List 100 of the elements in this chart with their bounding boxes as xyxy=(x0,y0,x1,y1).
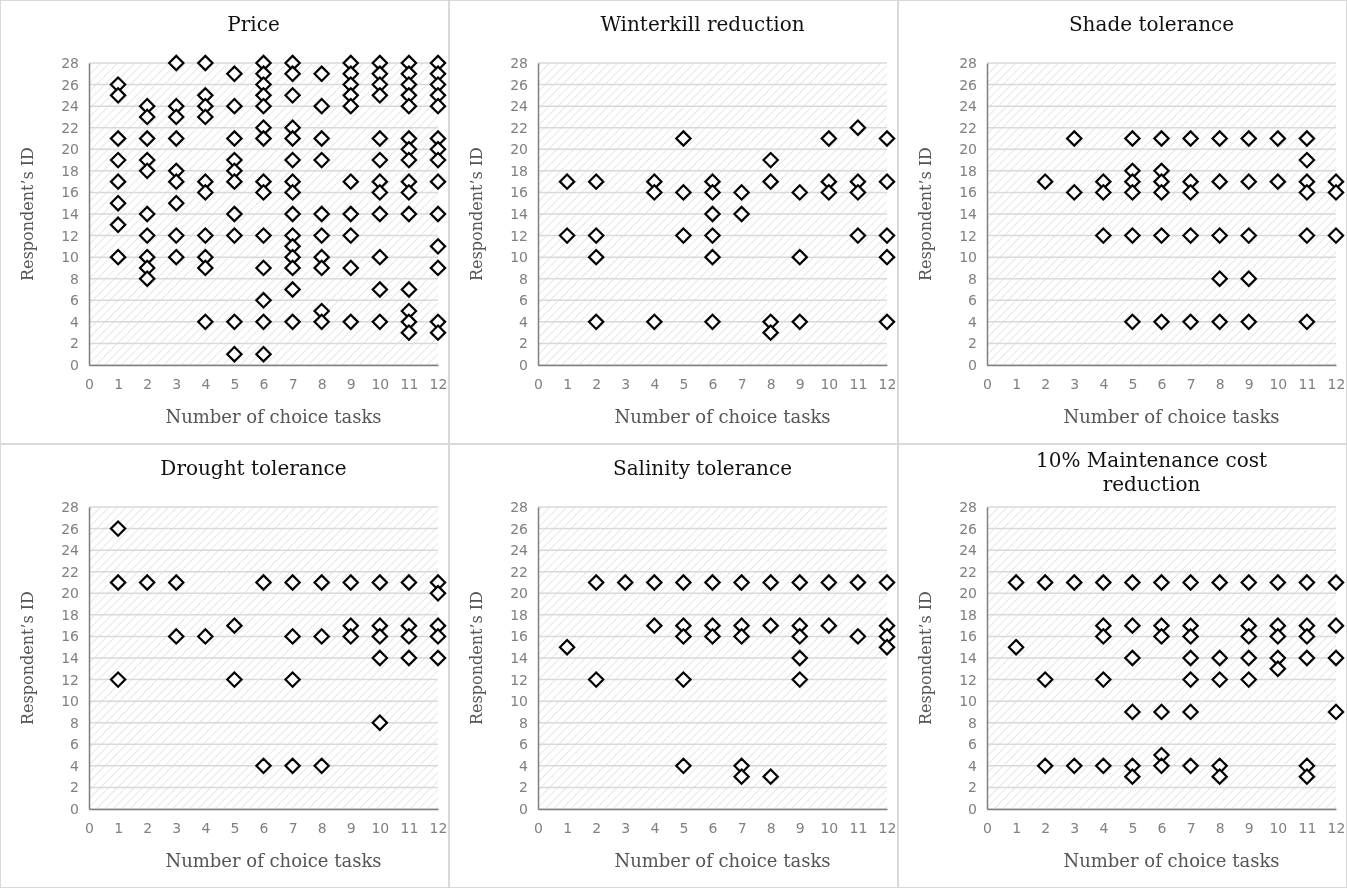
point xyxy=(1298,649,1316,667)
point xyxy=(313,628,330,645)
point xyxy=(1095,757,1112,775)
point xyxy=(704,227,721,244)
point xyxy=(675,757,692,775)
point xyxy=(1124,184,1141,201)
x-tick-label: 3 xyxy=(172,819,182,836)
point xyxy=(849,227,867,244)
point xyxy=(1298,130,1316,147)
point xyxy=(1153,130,1170,147)
point xyxy=(1182,703,1199,721)
point xyxy=(1240,270,1257,287)
point xyxy=(1240,671,1257,688)
y-tick-label: 0 xyxy=(968,356,977,373)
y-tick-label: 26 xyxy=(510,520,529,537)
y-tick-label: 20 xyxy=(61,585,79,602)
point xyxy=(400,649,418,667)
y-tick-label: 24 xyxy=(510,98,529,115)
x-tick-label: 8 xyxy=(317,819,327,836)
x-tick-label: 7 xyxy=(737,819,747,836)
chart-title: Price xyxy=(227,12,280,36)
y-tick-label: 4 xyxy=(519,757,529,774)
point xyxy=(1182,757,1199,775)
x-tick-label: 1 xyxy=(1012,375,1022,392)
point xyxy=(849,119,867,136)
x-tick-label: 10 xyxy=(820,819,839,836)
x-tick-label: 7 xyxy=(288,375,298,392)
point xyxy=(762,768,779,785)
x-tick-label: 10 xyxy=(1269,819,1288,836)
x-tick-label: 2 xyxy=(592,375,602,392)
x-axis-title: Number of choice tasks xyxy=(614,850,831,871)
point xyxy=(675,574,692,591)
chart-title: Winterkill reduction xyxy=(600,12,805,36)
y-axis-title: Respondent’s ID xyxy=(916,147,935,281)
point xyxy=(255,757,272,775)
x-tick-label: 0 xyxy=(85,375,94,392)
point xyxy=(226,671,243,688)
y-tick-label: 16 xyxy=(61,628,80,645)
point xyxy=(1007,638,1025,656)
y-tick-label: 16 xyxy=(959,184,978,201)
point xyxy=(1124,313,1141,331)
y-tick-label: 0 xyxy=(519,800,528,817)
x-tick-label: 6 xyxy=(259,375,269,392)
point xyxy=(820,617,838,634)
y-tick-label: 6 xyxy=(519,292,529,309)
point xyxy=(587,671,605,688)
y-tick-label: 18 xyxy=(510,162,528,179)
point xyxy=(791,574,808,591)
point xyxy=(1153,184,1170,201)
x-tick-label: 0 xyxy=(534,375,543,392)
x-tick-label: 11 xyxy=(849,375,868,392)
x-axis-title: Number of choice tasks xyxy=(165,406,382,427)
point xyxy=(878,574,896,591)
point xyxy=(733,768,750,785)
point xyxy=(255,574,272,591)
x-tick-label: 2 xyxy=(143,819,153,836)
y-tick-label: 14 xyxy=(959,649,978,666)
point xyxy=(558,638,576,656)
point xyxy=(284,574,301,591)
point xyxy=(1036,574,1054,591)
chart-title: Salinity tolerance xyxy=(612,456,793,480)
point xyxy=(1095,227,1112,244)
point xyxy=(558,173,576,190)
point xyxy=(1240,649,1257,667)
x-tick-label: 7 xyxy=(1186,375,1196,392)
y-tick-label: 26 xyxy=(959,520,978,537)
y-tick-label: 20 xyxy=(959,585,977,602)
point xyxy=(704,184,721,201)
y-tick-label: 10 xyxy=(61,249,79,266)
x-tick-label: 12 xyxy=(1327,375,1346,392)
point xyxy=(1327,184,1345,201)
x-tick-label: 10 xyxy=(1269,375,1288,392)
x-tick-label: 7 xyxy=(1186,819,1196,836)
point xyxy=(733,184,750,201)
x-tick-label: 4 xyxy=(1099,375,1109,392)
x-tick-label: 1 xyxy=(114,819,124,836)
point xyxy=(1269,574,1287,591)
point xyxy=(1095,671,1112,688)
point xyxy=(733,628,750,645)
y-tick-label: 12 xyxy=(959,227,977,244)
y-axis-title: Respondent’s ID xyxy=(916,591,935,725)
y-tick-label: 12 xyxy=(61,671,79,688)
y-tick-label: 0 xyxy=(70,356,79,373)
point xyxy=(849,574,867,591)
y-tick-label: 22 xyxy=(61,119,79,136)
point xyxy=(284,628,301,645)
point xyxy=(675,130,692,147)
y-axis-title: Respondent’s ID xyxy=(467,591,486,725)
point xyxy=(1124,703,1141,721)
point xyxy=(587,227,605,244)
point xyxy=(1153,227,1170,244)
y-tick-label: 26 xyxy=(510,76,529,93)
point xyxy=(342,574,359,591)
point xyxy=(400,574,418,591)
x-tick-label: 12 xyxy=(878,819,897,836)
x-tick-label: 12 xyxy=(878,375,897,392)
point xyxy=(1298,574,1316,591)
point xyxy=(1036,757,1054,775)
point xyxy=(704,574,721,591)
point xyxy=(1211,574,1228,591)
